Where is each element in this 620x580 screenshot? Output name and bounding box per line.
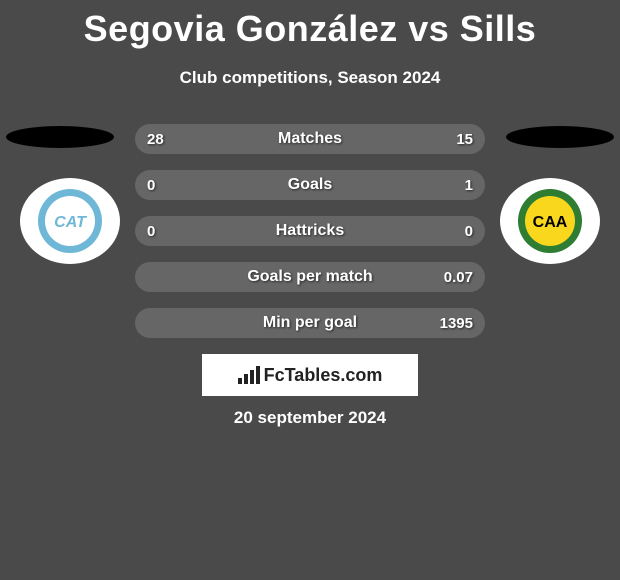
stat-row: 0 Goals 1 [135,170,485,200]
stat-label: Goals [288,176,332,194]
stat-value-right: 0.07 [444,269,473,286]
club-crest-left-icon: CAT [35,186,105,256]
stat-row: Min per goal 1395 [135,308,485,338]
stat-label: Hattricks [276,222,344,240]
team-badge-left: CAT [20,178,120,264]
stat-value-right: 1395 [440,315,473,332]
bar-chart-icon [238,366,260,384]
stat-label: Goals per match [247,268,372,286]
stats-rows: 28 Matches 15 0 Goals 1 0 Hattricks 0 Goals per m… [135,124,485,354]
stat-value-right: 0 [465,223,473,240]
badge-circle-right: CAA [500,178,600,264]
stat-row: 0 Hattricks 0 [135,216,485,246]
stat-label: Min per goal [263,314,357,332]
watermark-text: FcTables.com [264,365,383,386]
page-title: Segovia González vs Sills [0,0,620,50]
infographic-root: Segovia González vs Sills Club competiti… [0,0,620,88]
stat-value-right: 1 [465,177,473,194]
watermark: FcTables.com [202,354,418,396]
avatar-shadow-left [6,126,114,148]
stat-value-left: 28 [147,131,164,148]
subtitle: Club competitions, Season 2024 [0,68,620,88]
team-badge-right: CAA [500,178,600,264]
badge-circle-left: CAT [20,178,120,264]
stat-value-left: 0 [147,223,155,240]
svg-text:CAA: CAA [533,214,568,231]
stat-label: Matches [278,130,342,148]
stat-row: 28 Matches 15 [135,124,485,154]
stat-row: Goals per match 0.07 [135,262,485,292]
avatar-shadow-right [506,126,614,148]
date-text: 20 september 2024 [0,408,620,428]
club-crest-right-icon: CAA [515,186,585,256]
stat-value-right: 15 [456,131,473,148]
stat-value-left: 0 [147,177,155,194]
svg-text:CAT: CAT [54,214,87,231]
